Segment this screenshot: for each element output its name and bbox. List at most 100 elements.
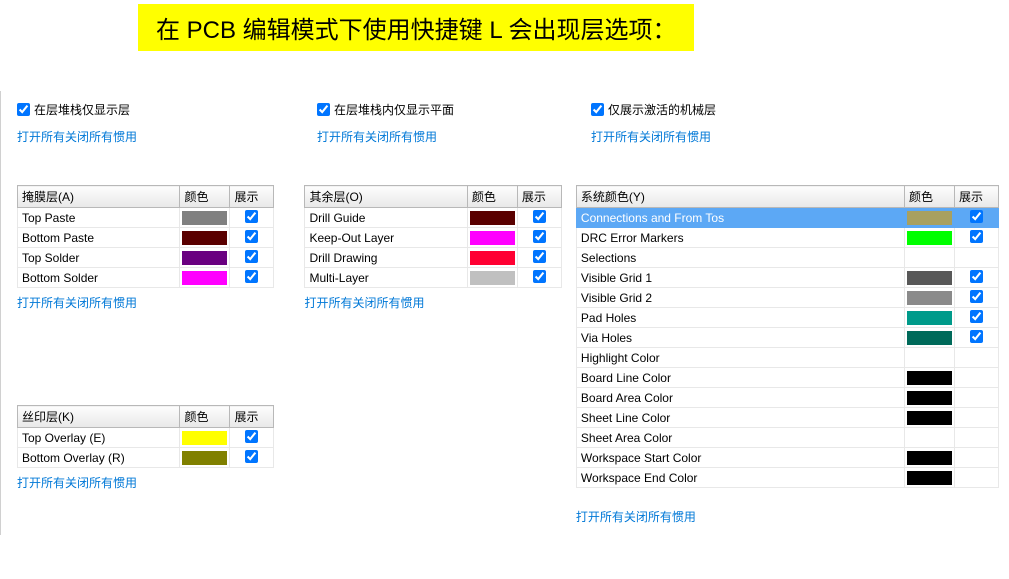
show-checkbox[interactable]	[245, 270, 258, 283]
show-checkbox[interactable]	[970, 210, 983, 223]
color-swatch[interactable]	[180, 428, 230, 448]
show-checkbox[interactable]	[245, 230, 258, 243]
table-row[interactable]: Via Holes	[576, 328, 998, 348]
color-swatch[interactable]	[467, 248, 517, 268]
table-row[interactable]: Bottom Solder	[18, 268, 274, 288]
check-show-active-mech[interactable]: 仅展示激活的机械层	[591, 101, 921, 118]
show-checkbox-cell[interactable]	[517, 208, 561, 228]
show-checkbox[interactable]	[970, 230, 983, 243]
col-color[interactable]: 颜色	[905, 186, 955, 208]
links-open-close-all[interactable]: 打开所有关闭所有惯用	[17, 294, 274, 311]
show-checkbox-cell[interactable]	[517, 228, 561, 248]
table-row[interactable]: Drill Drawing	[305, 248, 561, 268]
table-row[interactable]: Drill Guide	[305, 208, 561, 228]
table-row[interactable]: Sheet Area Color	[576, 428, 998, 448]
show-checkbox-cell[interactable]	[955, 368, 999, 388]
table-row[interactable]: Pad Holes	[576, 308, 998, 328]
show-checkbox-cell[interactable]	[955, 408, 999, 428]
col-name[interactable]: 其余层(O)	[305, 186, 467, 208]
col-show[interactable]: 展示	[230, 406, 274, 428]
color-swatch[interactable]	[180, 268, 230, 288]
table-row[interactable]: Multi-Layer	[305, 268, 561, 288]
show-checkbox[interactable]	[970, 330, 983, 343]
color-swatch[interactable]	[467, 208, 517, 228]
table-row[interactable]: Selections	[576, 248, 998, 268]
table-row[interactable]: Keep-Out Layer	[305, 228, 561, 248]
table-row[interactable]: Board Area Color	[576, 388, 998, 408]
show-checkbox-cell[interactable]	[230, 248, 274, 268]
color-swatch[interactable]	[905, 228, 955, 248]
show-checkbox[interactable]	[533, 250, 546, 263]
show-checkbox[interactable]	[533, 210, 546, 223]
table-row[interactable]: Workspace End Color	[576, 468, 998, 488]
show-checkbox-cell[interactable]	[955, 468, 999, 488]
show-checkbox-cell[interactable]	[955, 428, 999, 448]
table-row[interactable]: Bottom Overlay (R)	[18, 448, 274, 468]
links-open-close-all[interactable]: 打开所有关闭所有惯用	[576, 508, 999, 525]
table-row[interactable]: Top Paste	[18, 208, 274, 228]
show-checkbox-cell[interactable]	[230, 428, 274, 448]
show-checkbox-cell[interactable]	[955, 308, 999, 328]
color-swatch[interactable]	[467, 228, 517, 248]
links-open-close-all[interactable]: 打开所有关闭所有惯用	[317, 128, 591, 145]
show-checkbox-cell[interactable]	[230, 228, 274, 248]
color-swatch[interactable]	[905, 368, 955, 388]
table-row[interactable]: Board Line Color	[576, 368, 998, 388]
color-swatch[interactable]	[180, 228, 230, 248]
table-row[interactable]: Top Overlay (E)	[18, 428, 274, 448]
col-name[interactable]: 系统颜色(Y)	[576, 186, 904, 208]
links-open-close-all[interactable]: 打开所有关闭所有惯用	[17, 474, 274, 491]
show-checkbox-cell[interactable]	[517, 268, 561, 288]
color-swatch[interactable]	[905, 448, 955, 468]
checkbox[interactable]	[317, 103, 330, 116]
col-show[interactable]: 展示	[955, 186, 999, 208]
color-swatch[interactable]	[905, 328, 955, 348]
links-open-close-all[interactable]: 打开所有关闭所有惯用	[304, 294, 561, 311]
table-row[interactable]: Visible Grid 1	[576, 268, 998, 288]
col-color[interactable]: 颜色	[180, 186, 230, 208]
show-checkbox-cell[interactable]	[517, 248, 561, 268]
show-checkbox[interactable]	[245, 250, 258, 263]
table-row[interactable]: DRC Error Markers	[576, 228, 998, 248]
col-show[interactable]: 展示	[230, 186, 274, 208]
check-show-layer-in-stack[interactable]: 在层堆栈仅显示层	[17, 101, 317, 118]
links-open-close-all[interactable]: 打开所有关闭所有惯用	[17, 128, 317, 145]
show-checkbox-cell[interactable]	[955, 328, 999, 348]
color-swatch[interactable]	[905, 348, 955, 368]
col-name[interactable]: 掩膜层(A)	[18, 186, 180, 208]
table-row[interactable]: Visible Grid 2	[576, 288, 998, 308]
show-checkbox-cell[interactable]	[230, 448, 274, 468]
color-swatch[interactable]	[905, 388, 955, 408]
check-show-plane-in-stack[interactable]: 在层堆栈内仅显示平面	[317, 101, 591, 118]
show-checkbox-cell[interactable]	[955, 268, 999, 288]
color-swatch[interactable]	[180, 248, 230, 268]
checkbox[interactable]	[591, 103, 604, 116]
color-swatch[interactable]	[905, 308, 955, 328]
table-row[interactable]: Bottom Paste	[18, 228, 274, 248]
show-checkbox-cell[interactable]	[955, 208, 999, 228]
show-checkbox[interactable]	[245, 430, 258, 443]
show-checkbox-cell[interactable]	[955, 448, 999, 468]
table-row[interactable]: Sheet Line Color	[576, 408, 998, 428]
show-checkbox-cell[interactable]	[955, 288, 999, 308]
show-checkbox[interactable]	[245, 450, 258, 463]
color-swatch[interactable]	[905, 288, 955, 308]
links-open-close-all[interactable]: 打开所有关闭所有惯用	[591, 128, 921, 145]
color-swatch[interactable]	[467, 268, 517, 288]
checkbox[interactable]	[17, 103, 30, 116]
show-checkbox[interactable]	[970, 270, 983, 283]
show-checkbox[interactable]	[533, 230, 546, 243]
show-checkbox[interactable]	[970, 310, 983, 323]
color-swatch[interactable]	[905, 208, 955, 228]
show-checkbox-cell[interactable]	[230, 208, 274, 228]
show-checkbox[interactable]	[245, 210, 258, 223]
table-row[interactable]: Workspace Start Color	[576, 448, 998, 468]
color-swatch[interactable]	[180, 448, 230, 468]
color-swatch[interactable]	[180, 208, 230, 228]
table-row[interactable]: Highlight Color	[576, 348, 998, 368]
show-checkbox-cell[interactable]	[955, 228, 999, 248]
show-checkbox-cell[interactable]	[955, 348, 999, 368]
color-swatch[interactable]	[905, 248, 955, 268]
col-show[interactable]: 展示	[517, 186, 561, 208]
col-color[interactable]: 颜色	[467, 186, 517, 208]
